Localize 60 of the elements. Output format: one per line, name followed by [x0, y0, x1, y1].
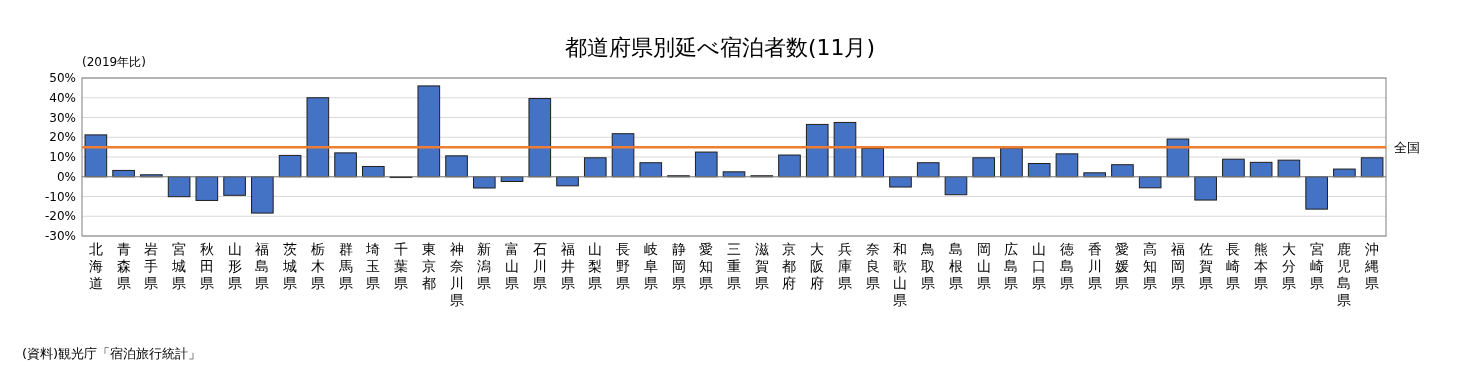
x-tick-label: 愛知県: [699, 241, 714, 291]
x-tick-label: 滋賀県: [754, 241, 769, 291]
y-tick-label: 20%: [49, 130, 76, 145]
x-tick-label: 福井県: [560, 241, 575, 291]
x-tick-label: 広島県: [1004, 241, 1019, 291]
x-tick-label: 島根県: [948, 241, 963, 291]
x-tick-label: 青森県: [116, 241, 131, 291]
text: (資料)観光庁「宿泊旅行統計」: [22, 346, 202, 361]
x-tick-label: 奈良県: [865, 241, 880, 291]
x-tick-label: 北海道: [88, 241, 103, 291]
x-tick-label: 静岡県: [671, 241, 686, 291]
x-tick-label: 山口県: [1032, 241, 1047, 291]
x-tick-label: 佐賀県: [1198, 241, 1213, 291]
y-tick-label: 30%: [49, 110, 76, 125]
x-tick-label: 新潟県: [477, 241, 492, 291]
y-tick-label: -20%: [44, 209, 76, 224]
y-tick-label: 10%: [49, 150, 76, 164]
x-tick-label: 高知県: [1143, 241, 1158, 291]
x-tick-label: 徳島県: [1059, 241, 1074, 291]
x-tick-label: 大分県: [1281, 241, 1296, 291]
x-tick-label: 山梨県: [588, 241, 603, 291]
x-tick-label: 埼玉県: [365, 241, 381, 291]
y-tick-label: -10%: [44, 189, 76, 204]
y-tick-label: 50%: [49, 71, 76, 85]
x-tick-label: 京都府: [782, 241, 797, 291]
x-tick-label: 山形県: [227, 241, 242, 291]
x-tick-label: 長崎県: [1226, 241, 1241, 291]
x-tick-label: 鳥取県: [920, 241, 936, 291]
x-tick-label: 愛媛県: [1115, 241, 1130, 291]
x-tick-label: 熊本県: [1254, 241, 1269, 291]
y-tick-label: -30%: [44, 229, 76, 243]
x-tick-label: 栃木県: [310, 241, 325, 291]
x-tick-label: 大阪府: [810, 241, 825, 291]
x-tick-label: 秋田県: [199, 241, 214, 291]
x-tick-label: 岡山県: [976, 241, 991, 291]
x-tick-label: 福島県: [255, 241, 270, 291]
x-tick-label: 宮崎県: [1309, 241, 1324, 291]
x-tick-label: 千葉県: [394, 241, 409, 291]
x-tick-label: 岐阜県: [643, 241, 658, 291]
x-tick-label: 和歌山県: [893, 241, 908, 308]
y-axis-title: (2019年比): [82, 55, 146, 69]
x-tick-label: 東京都: [421, 241, 436, 291]
x-tick-label: 岩手県: [144, 241, 159, 291]
x-tick-label: 神奈川県: [449, 241, 464, 308]
x-tick-label: 福岡県: [1170, 241, 1185, 291]
x-tick-label: 群馬県: [337, 241, 353, 291]
y-tick-label: 40%: [49, 90, 76, 105]
x-tick-label: 長野県: [616, 241, 631, 291]
x-tick-label: 宮城県: [171, 241, 187, 291]
x-tick-label: 石川県: [532, 241, 547, 291]
x-tick-label: 茨城県: [282, 241, 298, 291]
x-tick-label: 香川県: [1087, 241, 1102, 291]
chart-title: 都道府県別延べ宿泊者数(11月): [564, 35, 876, 60]
y-tick-label: 0%: [56, 169, 76, 184]
x-tick-label: 沖縄県: [1364, 241, 1380, 291]
x-tick-label: 鹿児島県: [1337, 241, 1352, 308]
x-tick-label: 兵庫県: [837, 241, 852, 291]
x-tick-label: 富山県: [505, 241, 520, 291]
ref-line-label: 全国: [1394, 140, 1420, 156]
x-tick-label: 三重県: [727, 241, 741, 291]
